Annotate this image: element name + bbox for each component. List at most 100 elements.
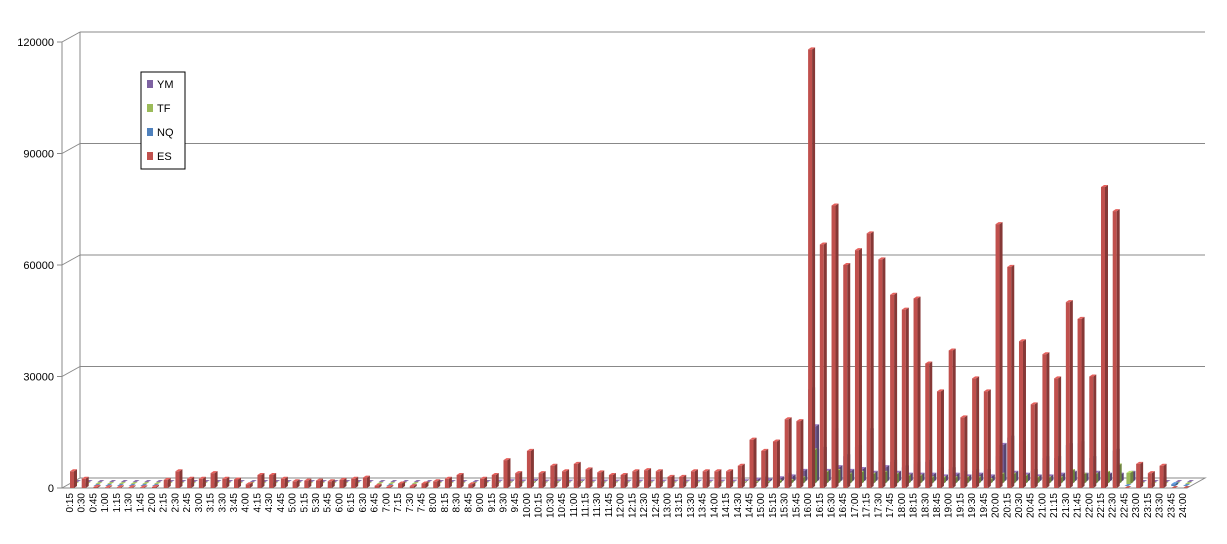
x-tick-label: 17:15	[862, 493, 873, 518]
legend-label-ym: YM	[157, 79, 174, 91]
bar-side-es	[976, 376, 980, 488]
bar-top-es	[152, 484, 160, 487]
bar-top-es	[608, 472, 616, 475]
bar-es	[843, 263, 851, 488]
legend-swatch-tf	[147, 104, 153, 112]
bar-es	[854, 248, 862, 488]
x-tick-label: 6:45	[370, 493, 381, 513]
bar-front-es	[1159, 465, 1164, 488]
x-tick-label: 4:30	[264, 493, 275, 513]
bar-side-es	[987, 389, 991, 488]
bar-es	[386, 484, 394, 488]
bar-top-es	[948, 348, 956, 351]
bar-floor-ym	[1187, 480, 1194, 482]
bar-es	[292, 479, 300, 488]
bar-floor-es	[1171, 486, 1179, 488]
bar-es	[93, 484, 101, 488]
x-tick-label: 1:30	[124, 493, 135, 513]
x-tick-label: 2:45	[182, 493, 193, 513]
bar-side-es	[847, 263, 851, 488]
bar-side-es	[167, 477, 171, 488]
bar-top-es	[1018, 339, 1026, 342]
bar-top-es	[772, 439, 780, 442]
bar-front-es	[585, 469, 590, 488]
bar-front-es	[93, 486, 98, 488]
bar-top-es	[925, 361, 933, 364]
bar-side-ym	[734, 479, 738, 482]
bar-tf	[376, 482, 384, 484]
bar-ym	[1187, 480, 1194, 482]
bar-floor-ym	[472, 480, 480, 482]
x-tick-label: 9:45	[510, 493, 521, 513]
bar-es	[585, 467, 593, 488]
bar-side-ym	[652, 479, 656, 482]
bar-top-es	[245, 482, 253, 485]
bar-top-es	[316, 478, 324, 481]
x-tick-label: 6:30	[358, 493, 369, 513]
bar-front-es	[819, 244, 824, 488]
bar-top-es	[269, 472, 277, 475]
legend-swatch-nq	[147, 128, 153, 136]
bar-side-es	[870, 231, 874, 489]
bar-side-es	[1046, 352, 1050, 488]
bar-side-es	[156, 484, 160, 488]
bar-top-es	[398, 481, 406, 484]
bar-floor-ym	[378, 480, 386, 482]
bar-front-es	[901, 309, 906, 488]
bar-side-ym	[570, 479, 574, 482]
bar-front-es	[562, 471, 567, 488]
bar-side-es	[425, 481, 429, 488]
x-tick-label: 23:30	[1155, 493, 1166, 518]
bar-tf	[1185, 482, 1192, 484]
bar-top-es	[644, 468, 652, 471]
bar-side-es	[1116, 209, 1120, 488]
x-tick-label: 17:00	[850, 493, 861, 518]
bar-side-es	[940, 389, 944, 488]
bar-floor-tf	[107, 482, 115, 484]
legend-label-tf: TF	[157, 103, 171, 115]
bar-tf	[411, 482, 419, 484]
bar-es	[620, 472, 628, 488]
bar-side-es	[390, 484, 394, 488]
bar-es	[491, 472, 499, 488]
bar-top-es	[585, 467, 593, 470]
bar-side-es	[812, 47, 816, 488]
bar-front-es	[1112, 211, 1117, 488]
bar-top-es	[562, 469, 570, 472]
bar-top-es	[1136, 461, 1144, 464]
bar-front-es	[234, 479, 239, 488]
bar-nq	[128, 484, 136, 486]
bar-front-es	[854, 250, 859, 488]
bar-es	[444, 476, 452, 488]
bar-top-es	[292, 479, 300, 482]
bar-front-es	[784, 419, 789, 488]
bar-front-es	[1100, 186, 1105, 488]
bar-front-es	[81, 478, 86, 488]
bar-side-es	[308, 478, 312, 488]
x-tick-label: 17:30	[873, 493, 884, 518]
bar-es	[1030, 402, 1038, 488]
bar-top-es	[1112, 209, 1120, 212]
x-tick-label: 1:00	[100, 493, 111, 513]
bar-top-es	[280, 476, 288, 479]
bar-es	[257, 472, 265, 488]
bar-front-es	[726, 471, 731, 488]
bar-top-es	[1077, 316, 1085, 319]
bar-top-es	[93, 484, 101, 487]
bar-front-es	[70, 471, 74, 488]
x-tick-label: 0:30	[77, 493, 88, 513]
bar-side-es	[413, 484, 417, 488]
bar-front-es	[362, 477, 367, 488]
bar-es	[995, 222, 1003, 488]
bar-side-es	[109, 485, 113, 488]
bar-front-es	[1007, 266, 1012, 488]
bar-top-es	[339, 477, 347, 480]
bar-es	[831, 203, 839, 489]
gridlines	[61, 31, 1205, 377]
bar-top-es	[81, 476, 89, 479]
bar-front-es	[480, 478, 485, 488]
bar-front-tf	[1126, 472, 1131, 484]
bar-es	[503, 458, 511, 488]
bar-top-es	[327, 479, 335, 482]
bar-tf	[154, 482, 162, 484]
